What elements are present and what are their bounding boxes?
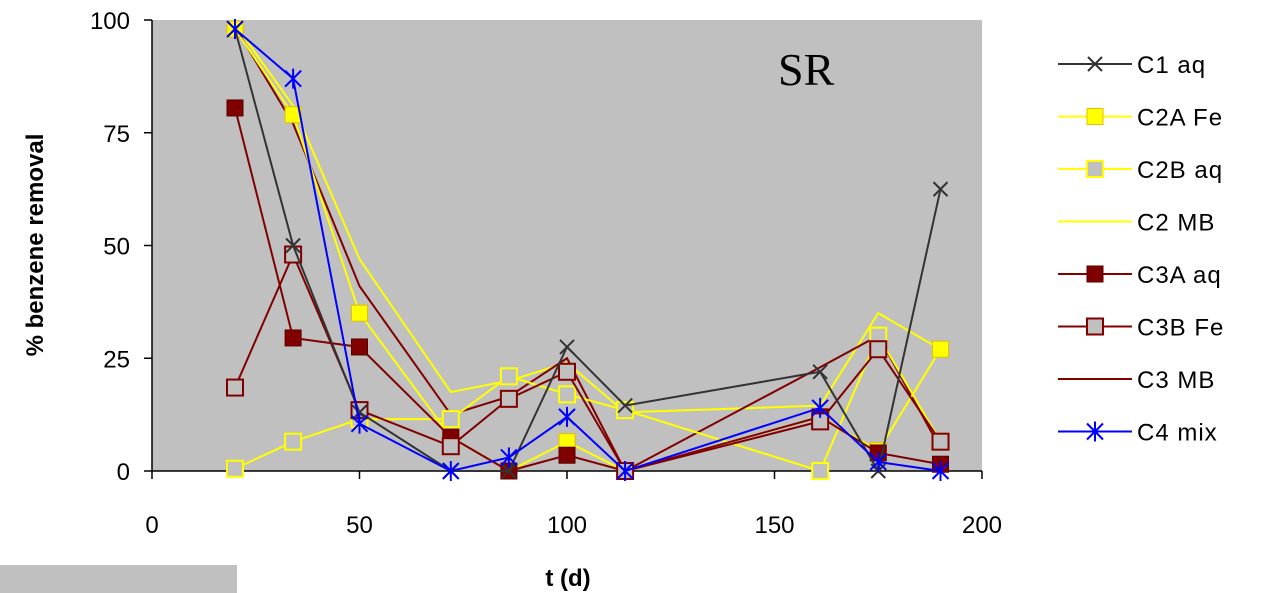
data-point (559, 339, 575, 355)
data-point (226, 378, 244, 397)
marker-stroke (617, 397, 633, 414)
data-point (441, 410, 460, 429)
data-point (558, 385, 576, 404)
y-tick-label: 25 (103, 346, 130, 373)
legend-item: C2A Fe (1058, 105, 1223, 132)
data-point (284, 68, 302, 89)
data-point (499, 389, 518, 408)
data-point (811, 397, 829, 418)
series-c4-mix (226, 19, 950, 481)
legend-item: C1 aq (1058, 52, 1206, 79)
y-tick-label: 75 (103, 121, 130, 148)
decorative-gray-box (0, 565, 237, 593)
data-point (616, 461, 634, 481)
marker-stroke (285, 237, 301, 254)
legend-label: C3 MB (1137, 367, 1215, 394)
data-point (869, 451, 887, 472)
data-point (932, 181, 949, 197)
legend-label: C2 MB (1137, 210, 1215, 237)
legend-label: C2A Fe (1137, 105, 1223, 132)
x-tick-label: 150 (754, 512, 794, 539)
legend: C1 aq C2A Fe C2B aq C2 MB C3A aq C3B Fe C3 MB C… (1058, 52, 1224, 447)
data-point (617, 397, 633, 414)
data-point (500, 447, 518, 468)
series-line (234, 28, 942, 474)
data-point (931, 461, 950, 481)
legend-marker (1086, 265, 1104, 283)
series-c3-mb (234, 26, 942, 473)
data-point (558, 406, 576, 427)
series-c3b-fe (226, 245, 950, 480)
y-tick-label: 50 (103, 234, 130, 261)
legend-label: C3A aq (1137, 262, 1222, 289)
series-line (234, 26, 942, 473)
data-point (285, 237, 301, 254)
legend-item: C3A aq (1058, 262, 1222, 289)
legend-label: C2B aq (1137, 157, 1223, 184)
marker-stroke (1087, 56, 1103, 72)
data-point (932, 340, 949, 358)
data-point (931, 432, 950, 451)
legend-label: C3B Fe (1137, 315, 1224, 342)
data-point (442, 461, 460, 481)
data-point (351, 338, 368, 356)
x-tick-label: 100 (547, 512, 587, 539)
marker-stroke (501, 463, 517, 479)
y-tick-label: 100 (90, 8, 130, 35)
data-point (616, 401, 635, 420)
legend-item: C3 MB (1058, 367, 1215, 394)
data-point (499, 367, 518, 386)
marker-stroke (812, 364, 828, 380)
data-point (226, 459, 244, 478)
legend-label: C1 aq (1137, 52, 1206, 79)
data-point (869, 340, 888, 359)
data-point (284, 432, 303, 451)
data-point (226, 19, 244, 40)
x-tick-label: 0 (145, 512, 158, 539)
data-point (811, 462, 830, 480)
chart-annotation: SR (778, 44, 835, 95)
legend-marker (1086, 108, 1104, 125)
data-point (441, 437, 460, 456)
legend-marker (1086, 160, 1104, 178)
legend-item: C2B aq (1058, 157, 1223, 184)
legend-marker (1086, 317, 1104, 336)
series-line (234, 251, 942, 473)
x-tick-label: 50 (346, 512, 373, 539)
data-point (812, 364, 828, 380)
data-point (351, 404, 368, 421)
y-axis-title: % benzene removal (22, 134, 49, 357)
data-point (284, 329, 302, 347)
marker-stroke (559, 339, 575, 355)
series-c2-mb (234, 23, 942, 414)
marker-stroke (932, 181, 949, 197)
data-point (284, 106, 302, 124)
data-point (351, 304, 368, 322)
y-tick-label: 0 (117, 459, 130, 486)
legend-item: C3B Fe (1058, 315, 1224, 342)
data-point (558, 362, 576, 381)
legend-item: C2 MB (1058, 210, 1215, 237)
plot-area (152, 20, 982, 471)
data-point (558, 446, 576, 464)
data-point (501, 463, 517, 479)
series-line (234, 23, 942, 414)
x-axis-title: t (d) (545, 565, 590, 592)
series-line (234, 28, 941, 473)
x-tick-label: 200 (962, 512, 1002, 539)
data-point (350, 413, 369, 434)
legend-label: C4 mix (1137, 420, 1218, 447)
data-point (226, 99, 244, 117)
legend-marker (1087, 56, 1103, 72)
legend-item: C4 mix (1058, 420, 1218, 447)
marker-stroke (351, 404, 368, 421)
legend-marker (1086, 421, 1104, 442)
